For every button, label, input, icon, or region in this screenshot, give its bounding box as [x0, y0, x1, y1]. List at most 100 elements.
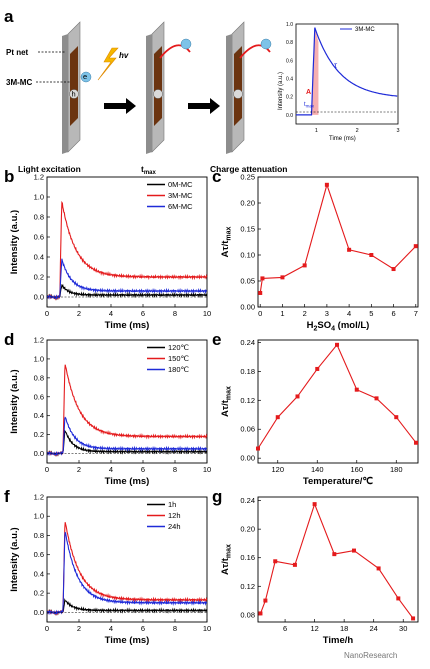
chart-panel-e: 120 140 160 180 0.00 0.06 0.12 0.18 0.24 Temperat… [220, 338, 419, 487]
x-tick-label: 24 [370, 624, 378, 633]
data-point [295, 394, 300, 399]
y-tick-label: 0.6 [34, 550, 44, 559]
x-tick-label: 4 [109, 624, 113, 633]
data-line [259, 502, 414, 619]
data-point [256, 446, 260, 451]
x-tick-label: 10 [203, 624, 211, 633]
chart-panel-f: 0 2 4 6 8 10 0.0 0.2 0.4 0.6 0.8 1.0 1.2 Time (ms) Int… [9, 493, 211, 647]
electron-label: e [83, 72, 87, 81]
series-line-12h [46, 522, 208, 616]
data-point [369, 253, 374, 257]
inset-legend: 3M-MC [355, 27, 375, 33]
inset-y-tick: 1.0 [286, 22, 293, 28]
y-tick-label: 0.10 [240, 251, 255, 260]
legend-label: 3M-MC [168, 191, 193, 200]
y-tick-label: 0.24 [240, 496, 255, 505]
inset-y-tick: 0.0 [286, 113, 293, 119]
chart-panel-g: 6 12 18 24 30 0.08 0.12 0.16 0.20 0.24 Time/h Aτ/tm… [220, 496, 419, 646]
data-point [354, 387, 359, 392]
y-tick-label: 0.20 [240, 525, 255, 534]
y-axis-label: Intensity (a.u.) [9, 369, 20, 433]
x-tick-label: 0 [258, 309, 262, 318]
data-point [312, 502, 317, 507]
panel-label-g: g [212, 487, 222, 506]
legend-label: 12h [168, 511, 181, 520]
inset-x-tick: 3 [396, 128, 399, 134]
series-line-1h [46, 598, 208, 616]
panel-label-f: f [4, 487, 10, 506]
y-tick-label: 1.2 [34, 336, 44, 345]
y-axis-label: Intensity (a.u.) [9, 210, 20, 274]
caption-charge-attenuation: Charge attenuation [210, 164, 287, 174]
inset-tau-label: τ [334, 61, 338, 70]
x-tick-label: 4 [347, 309, 351, 318]
y-tick-label: 0.0 [34, 608, 44, 617]
y-tick-label: 0.2 [34, 273, 44, 282]
data-point [280, 275, 285, 280]
x-tick-label: 1 [280, 309, 284, 318]
schematic: e h Pt net 3M-MC hv [6, 21, 400, 176]
y-tick-label: 0.00 [240, 454, 255, 463]
y-tick-label: 0.20 [240, 199, 255, 208]
y-tick-label: 0.05 [240, 277, 255, 286]
x-tick-label: 30 [399, 624, 407, 633]
data-point [324, 182, 329, 187]
x-tick-label: 4 [109, 309, 113, 318]
legend-label: 120℃ [168, 343, 190, 352]
x-tick-label: 0 [45, 465, 49, 474]
data-point [413, 244, 418, 249]
x-tick-label: 8 [173, 624, 177, 633]
y-axis-label: Aτ/tmax [220, 386, 233, 417]
data-point [335, 342, 340, 347]
x-tick-label: 6 [283, 624, 287, 633]
plot-frame-c [257, 176, 419, 308]
electron-icon-2 [180, 38, 192, 50]
data-point [302, 263, 307, 268]
chart-panel-b: 0 2 4 6 8 10 0.0 0.2 0.4 0.6 0.8 1.0 1.2 Time (ms) Int… [9, 173, 211, 332]
watermark: NanoResearch [344, 651, 397, 660]
inset-y-tick: 0.4 [286, 77, 293, 83]
hole-icon-2 [153, 89, 163, 99]
data-point [275, 415, 280, 420]
electron-icon [80, 71, 92, 83]
x-axis-label: H2SO4 (mol/L) [307, 320, 370, 333]
y-tick-label: 0.4 [34, 253, 44, 262]
y-tick-label: 0.12 [240, 396, 255, 405]
x-tick-label: 2 [77, 624, 81, 633]
x-tick-label: 6 [391, 309, 395, 318]
data-point [376, 566, 381, 571]
x-tick-label: 2 [77, 465, 81, 474]
x-axis-label: Time (ms) [105, 635, 150, 646]
data-point [396, 596, 401, 601]
inset-a-label: A [306, 89, 311, 96]
hole-icon-3 [233, 89, 243, 99]
y-tick-label: 1.0 [34, 193, 44, 202]
data-point [332, 552, 337, 557]
data-point [352, 548, 356, 553]
inset-y-tick: 0.2 [286, 95, 293, 101]
plot-frame-b [46, 176, 208, 308]
electrode-plate-2 [146, 21, 192, 154]
x-tick-label: 6 [141, 465, 145, 474]
legend-label: 24h [168, 522, 181, 531]
inset-y-tick: 0.6 [286, 58, 293, 64]
plot-frame-d [46, 339, 208, 464]
x-tick-label: 4 [109, 465, 113, 474]
y-tick-label: 0.2 [34, 430, 44, 439]
data-point [315, 366, 320, 371]
x-tick-label: 7 [414, 309, 418, 318]
y-tick-label: 0.15 [240, 225, 255, 234]
series-line-24h [46, 532, 208, 616]
data-point [292, 562, 297, 567]
hv-label: hv [119, 51, 129, 60]
x-tick-label: 0 [45, 624, 49, 633]
y-axis-label: Aτ/tmax [220, 544, 233, 575]
y-tick-label: 0.06 [240, 425, 255, 434]
y-tick-label: 0.8 [34, 213, 44, 222]
x-tick-label: 10 [203, 309, 211, 318]
panel-label-d: d [4, 330, 14, 349]
series-line-150℃ [46, 364, 208, 457]
hole-icon [69, 89, 79, 99]
caption-tmax: tmax [141, 164, 157, 176]
plot-frame-e [257, 339, 419, 464]
